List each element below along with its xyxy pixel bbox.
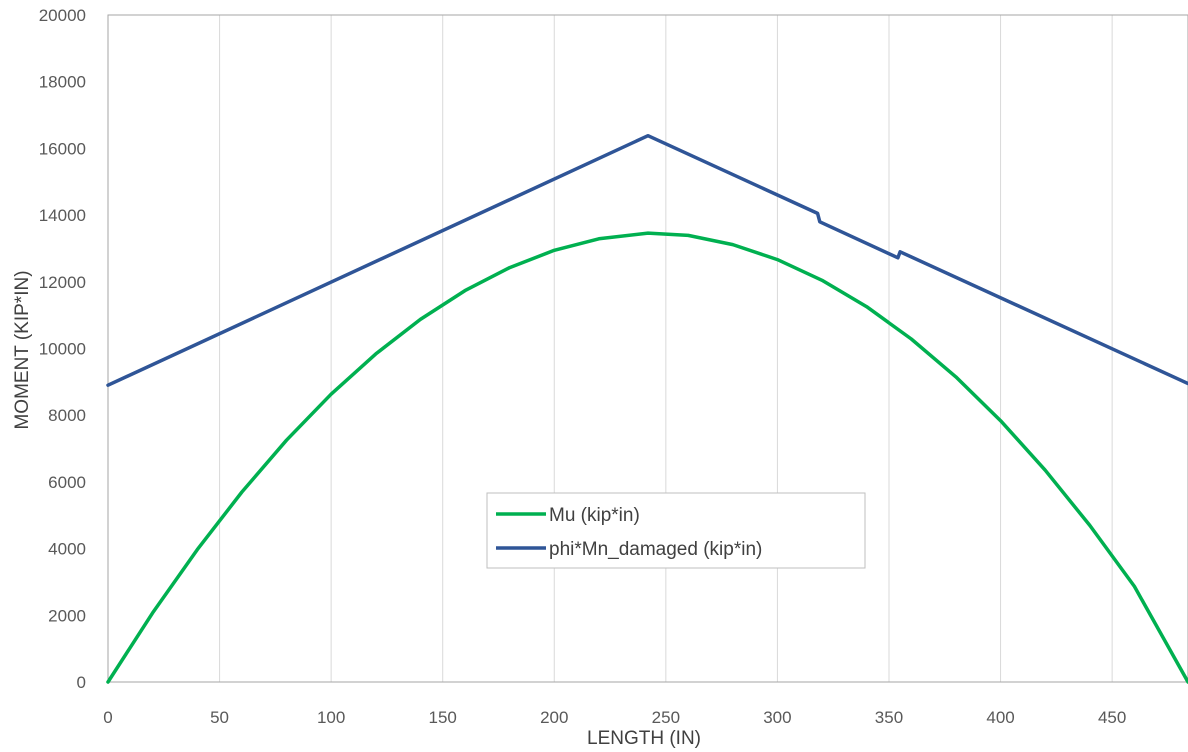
series-lines xyxy=(106,133,1188,684)
x-tick-label: 50 xyxy=(210,708,229,727)
x-tick-label: 450 xyxy=(1098,708,1126,727)
y-tick-label: 4000 xyxy=(48,540,86,559)
x-tick-labels: 0 50 100 150 200 250 300 350 400 450 xyxy=(103,708,1126,727)
y-tick-label: 14000 xyxy=(39,206,86,225)
x-tick-label: 400 xyxy=(986,708,1014,727)
y-tick-label: 8000 xyxy=(48,406,86,425)
y-tick-label: 12000 xyxy=(39,273,86,292)
y-tick-label: 0 xyxy=(77,673,86,692)
x-tick-label: 200 xyxy=(540,708,568,727)
legend-box xyxy=(486,492,866,569)
legend: Mu (kip*in) phi*Mn_damaged (kip*in) xyxy=(486,492,866,569)
x-tick-label: 150 xyxy=(429,708,457,727)
y-axis-title: MOMENT (KIP*IN) xyxy=(12,270,33,429)
x-axis-title: LENGTH (IN) xyxy=(587,728,701,749)
x-tick-label: 300 xyxy=(763,708,791,727)
y-tick-label: 18000 xyxy=(39,73,86,92)
x-tick-label: 100 xyxy=(317,708,345,727)
y-tick-label: 2000 xyxy=(48,606,86,625)
series-line-1 xyxy=(106,133,1188,387)
x-tick-label: 350 xyxy=(875,708,903,727)
x-tick-label: 0 xyxy=(103,708,112,727)
y-tick-label: 20000 xyxy=(39,6,86,25)
legend-label-phi-mn: phi*Mn_damaged (kip*in) xyxy=(549,539,762,560)
y-tick-label: 16000 xyxy=(39,139,86,158)
y-tick-label: 6000 xyxy=(48,473,86,492)
x-tick-label: 250 xyxy=(652,708,680,727)
plot-area-frame xyxy=(107,14,1188,683)
legend-label-mu: Mu (kip*in) xyxy=(549,505,640,526)
gridlines xyxy=(219,15,1113,682)
y-tick-label: 10000 xyxy=(39,340,86,359)
series-line-0 xyxy=(106,231,1188,684)
y-tick-labels: 0 2000 4000 6000 8000 10000 12000 14000 16000 180… xyxy=(39,6,86,692)
